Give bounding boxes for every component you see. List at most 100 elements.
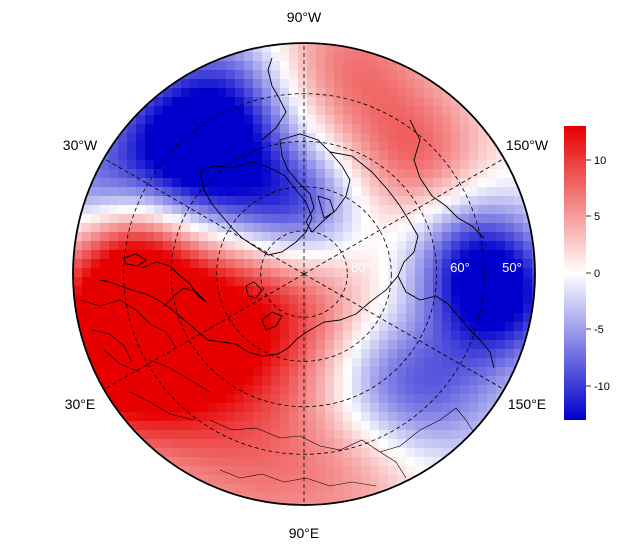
field-cell (172, 376, 182, 386)
field-cell (100, 295, 110, 305)
field-cell (379, 259, 389, 269)
field-cell (370, 61, 380, 71)
field-cell (145, 340, 155, 350)
field-cell (451, 232, 461, 242)
field-cell (172, 403, 182, 413)
field-cell (415, 97, 425, 107)
field-cell (244, 277, 254, 287)
field-cell (172, 88, 182, 98)
field-cell (244, 403, 254, 413)
field-cell (325, 322, 335, 332)
meridian-line (303, 158, 505, 275)
field-cell (307, 205, 317, 215)
field-cell (262, 421, 272, 431)
field-cell (280, 313, 290, 323)
field-cell (244, 88, 254, 98)
field-cell (442, 313, 452, 323)
field-cell (415, 313, 425, 323)
field-cell (109, 412, 119, 422)
field-cell (118, 241, 128, 251)
field-cell (343, 277, 353, 287)
field-cell (334, 223, 344, 233)
field-cell (379, 358, 389, 368)
field-cell (127, 250, 137, 260)
field-cell (136, 304, 146, 314)
field-cell (226, 340, 236, 350)
field-cell (217, 439, 227, 449)
field-cell (343, 394, 353, 404)
field-cell (307, 160, 317, 170)
europe-coast (99, 261, 209, 341)
field-cell (163, 349, 173, 359)
field-cell (469, 187, 479, 197)
field-cell (406, 349, 416, 359)
field-cell (334, 133, 344, 143)
field-cell (361, 70, 371, 80)
field-cell (433, 403, 443, 413)
field-cell (262, 52, 272, 62)
field-cell (217, 169, 227, 179)
field-cell (505, 367, 515, 377)
field-cell (433, 367, 443, 377)
field-cell (262, 160, 272, 170)
field-cell (424, 268, 434, 278)
field-cell (271, 322, 281, 332)
field-cell (271, 178, 281, 188)
field-cell (109, 376, 119, 386)
field-cell (316, 223, 326, 233)
field-cell (487, 223, 497, 233)
field-cell (226, 421, 236, 431)
field-cell (397, 340, 407, 350)
field-cell (424, 115, 434, 125)
field-cell (379, 214, 389, 224)
field-cell (487, 232, 497, 242)
field-cell (451, 268, 461, 278)
field-cell (217, 358, 227, 368)
field-cell (271, 466, 281, 476)
field-cell (190, 79, 200, 89)
field-cell (370, 394, 380, 404)
field-cell (298, 349, 308, 359)
field-cell (352, 322, 362, 332)
field-cell (307, 268, 317, 278)
field-cell (217, 142, 227, 152)
field-cell (460, 430, 470, 440)
field-cell (298, 169, 308, 179)
field-cell (316, 133, 326, 143)
field-cell (181, 358, 191, 368)
field-cell (181, 313, 191, 323)
field-cell (226, 196, 236, 206)
field-cell (433, 295, 443, 305)
field-cell (433, 196, 443, 206)
field-cell (289, 349, 299, 359)
field-cell (226, 187, 236, 197)
field-cell (352, 376, 362, 386)
field-cell (460, 241, 470, 251)
field-cell (451, 223, 461, 233)
field-cell (334, 484, 344, 494)
field-cell (145, 115, 155, 125)
field-cell (154, 340, 164, 350)
field-cell (289, 412, 299, 422)
field-cell (352, 412, 362, 422)
field-cell (82, 286, 92, 296)
field-cell (352, 349, 362, 359)
field-cell (91, 187, 101, 197)
field-cell (271, 475, 281, 485)
field-cell (442, 421, 452, 431)
field-cell (397, 205, 407, 215)
field-cell (370, 403, 380, 413)
field-cell (190, 106, 200, 116)
field-cell (199, 466, 209, 476)
field-cell (244, 457, 254, 467)
field-cell (217, 70, 227, 80)
field-cell (397, 358, 407, 368)
field-cell (316, 331, 326, 341)
field-cell (280, 439, 290, 449)
field-cell (334, 250, 344, 260)
field-cell (208, 196, 218, 206)
field-cell (226, 97, 236, 107)
field-cell (325, 367, 335, 377)
field-cell (343, 295, 353, 305)
field-cell (217, 196, 227, 206)
